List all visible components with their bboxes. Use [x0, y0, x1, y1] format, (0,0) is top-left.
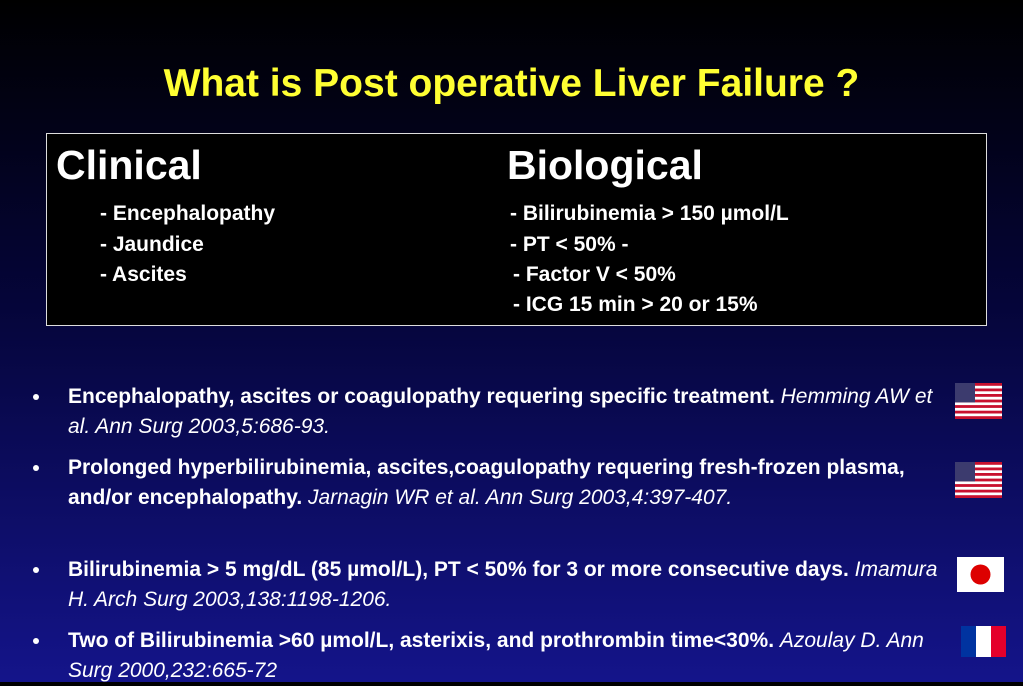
- us-flag: [955, 383, 1002, 419]
- japan-flag: [957, 557, 1004, 592]
- column-header: Clinical: [56, 142, 202, 188]
- bullet-text: Prolonged hyperbilirubinemia, ascites,co…: [68, 456, 905, 509]
- bullet-text: Two of Bilirubinemia >60 µmol/L, asterix…: [68, 629, 775, 652]
- bullet-dot: [33, 638, 39, 644]
- bullet: Two of Bilirubinemia >60 µmol/L, asterix…: [68, 626, 938, 686]
- france-flag: [961, 626, 1006, 657]
- list-item: - Factor V < 50%: [513, 263, 676, 286]
- citation: Imamura H. Arch Surg 2003,138:1198-1206.: [68, 558, 938, 611]
- bullet: Prolonged hyperbilirubinemia, ascites,co…: [68, 453, 938, 513]
- bullet-dot: [33, 394, 39, 400]
- list-item: - Ascites: [100, 263, 187, 286]
- bullet-dot: [33, 567, 39, 573]
- list-item: - ICG 15 min > 20 or 15%: [513, 293, 758, 316]
- list-item: - Encephalopathy: [100, 202, 276, 225]
- us-flag: [955, 462, 1002, 498]
- definition-box: [46, 133, 987, 326]
- citation: Hemming AW et al. Ann Surg 2003,5:686-93…: [68, 385, 933, 438]
- list-item: - Bilirubinemia > 150 µmol/L: [510, 202, 789, 225]
- citation: Azoulay D. Ann Surg 2000,232:665-72: [68, 629, 924, 682]
- column-header: Biological: [507, 142, 703, 188]
- slide-title: What is Post operative Liver Failure ?: [163, 62, 860, 105]
- list-item: - Jaundice: [100, 233, 204, 256]
- bullet-text: Encephalopathy, ascites or coagulopathy …: [68, 385, 775, 408]
- citation: Jarnagin WR et al. Ann Surg 2003,4:397-4…: [308, 486, 733, 509]
- list-item: - PT < 50% -: [510, 233, 629, 256]
- bullet: Bilirubinemia > 5 mg/dL (85 µmol/L), PT …: [68, 555, 938, 615]
- bullet-dot: [33, 465, 39, 471]
- bullet-text: Bilirubinemia > 5 mg/dL (85 µmol/L), PT …: [68, 558, 849, 581]
- bullet: Encephalopathy, ascites or coagulopathy …: [68, 382, 938, 442]
